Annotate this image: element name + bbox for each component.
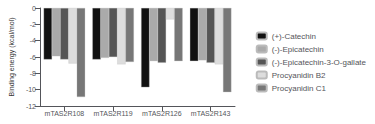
svg-text:mTAS2R126: mTAS2R126 bbox=[142, 110, 182, 117]
svg-text:-10: -10 bbox=[26, 86, 36, 93]
svg-text:-4: -4 bbox=[30, 37, 36, 44]
svg-text:0: 0 bbox=[32, 5, 36, 12]
svg-text:-6: -6 bbox=[30, 54, 36, 61]
svg-text:mTAS2R143: mTAS2R143 bbox=[191, 110, 231, 117]
svg-text:Procyanidin B2: Procyanidin B2 bbox=[272, 71, 326, 80]
svg-text:-8: -8 bbox=[30, 70, 36, 77]
svg-text:Procyanidin C1: Procyanidin C1 bbox=[272, 84, 327, 93]
svg-text:(+)-Catechin: (+)-Catechin bbox=[272, 32, 316, 41]
svg-text:(-)-Epicatechin-3-O-gallate: (-)-Epicatechin-3-O-gallate bbox=[272, 58, 367, 67]
svg-text:-12: -12 bbox=[26, 103, 36, 110]
svg-text:mTAS2R108: mTAS2R108 bbox=[45, 110, 85, 117]
svg-text:-2: -2 bbox=[30, 21, 36, 28]
svg-text:mTAS2R119: mTAS2R119 bbox=[94, 110, 133, 117]
svg-text:(-)-Epicatechin: (-)-Epicatechin bbox=[272, 45, 324, 54]
svg-text:Binding energy (kcal/mol): Binding energy (kcal/mol) bbox=[8, 18, 16, 97]
